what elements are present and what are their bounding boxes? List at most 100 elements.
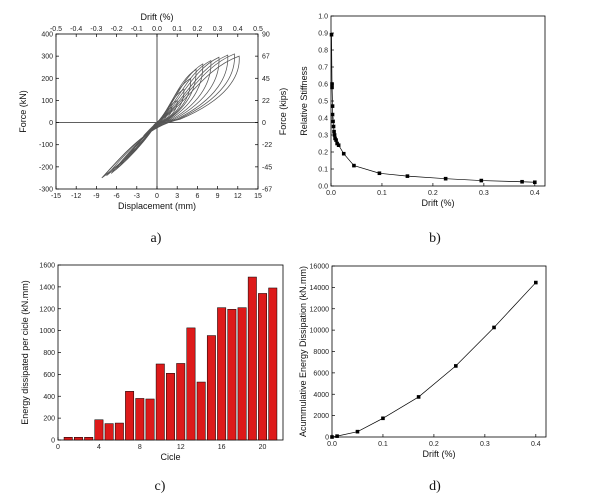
x-axis-label: Cicle — [160, 452, 180, 462]
energy-bar — [74, 437, 83, 441]
stiffness-point — [479, 178, 484, 183]
stiffness-line — [331, 34, 535, 183]
energy-bar — [186, 327, 196, 441]
cumulative-energy-line — [331, 282, 537, 438]
top-tick-label: -0.3 — [90, 26, 102, 33]
x-tick-label: 12 — [234, 193, 242, 200]
x-tick-label: 0.1 — [377, 190, 387, 197]
right-tick-label: -22 — [262, 142, 272, 149]
y-tick-label: 0 — [51, 438, 55, 445]
x-tick-label: 12 — [177, 444, 185, 451]
x-tick-label: 15 — [254, 193, 262, 200]
chart-d-panel: 0.0 0.1 0.2 0.3 0.4 0 2000 4000 6000 8000 10000 120… — [298, 264, 547, 494]
stiffness-point — [520, 179, 524, 184]
top-tick-label: -0.5 — [50, 26, 62, 33]
top-tick-label: 0.2 — [193, 26, 203, 33]
y-tick-label: -300 — [39, 187, 53, 194]
panel-label: b) — [429, 231, 441, 246]
stiffness-point — [330, 82, 334, 86]
x-tick-label: 0.0 — [327, 441, 337, 448]
x-axis-label: Drift (%) — [423, 449, 456, 459]
x-tick-label: 0 — [155, 193, 159, 200]
x-tick-label: 0.3 — [479, 190, 489, 197]
x-tick-label: -9 — [93, 193, 99, 200]
x-tick-label: 3 — [175, 193, 179, 200]
energy-bar — [206, 335, 216, 441]
x-tick-label: 16 — [218, 444, 226, 451]
stiffness-point — [329, 32, 334, 37]
x-tick-label: 0.3 — [480, 441, 490, 448]
right-tick-label: 0 — [262, 120, 266, 127]
y-axis-label: Acummulative Energy Dissipation (kN.mm) — [298, 266, 308, 437]
stiffness-point — [331, 119, 335, 124]
x-tick-label: 0.2 — [428, 190, 438, 197]
stiffness-point — [341, 151, 346, 156]
x-tick-label: 0.4 — [530, 190, 540, 197]
energy-bar — [258, 293, 267, 441]
cumulative-energy-point — [454, 364, 458, 368]
top-tick-label: 0.5 — [253, 26, 263, 33]
x-tick-label: 4 — [97, 444, 101, 451]
y-tick-label: 14000 — [310, 285, 330, 292]
stiffness-point — [330, 112, 335, 117]
top-tick-label: -0.2 — [111, 26, 123, 33]
y-tick-label: 8000 — [313, 349, 329, 356]
stiffness-point — [331, 124, 336, 129]
energy-bar — [145, 398, 155, 441]
right-axis-label: Force (kips) — [278, 88, 288, 136]
y-tick-label: 0.2 — [318, 150, 328, 157]
x-axis-label: Drift (%) — [422, 198, 455, 208]
y-tick-label: 300 — [41, 54, 53, 61]
top-tick-label: 0.3 — [213, 26, 223, 33]
top-tick-label: 0.0 — [152, 26, 162, 33]
chart-c-panel: 0 4 8 12 16 2002004006008001000120014001600Ci… — [20, 263, 284, 494]
y-tick-label: 0.0 — [318, 184, 328, 191]
energy-bar — [237, 307, 247, 441]
y-tick-label: 2000 — [313, 413, 329, 420]
stiffness-point — [443, 176, 448, 181]
x-tick-label: 0.2 — [429, 441, 439, 448]
top-tick-label: 0.1 — [172, 26, 182, 33]
y-tick-label: 0.3 — [318, 133, 328, 140]
stiffness-point — [377, 171, 382, 176]
y-axis-label: Energy dissipated per cicle (kN.mm) — [20, 280, 30, 425]
y-tick-label: 600 — [43, 372, 55, 379]
x-axis-label: Displacement (mm) — [118, 201, 196, 211]
y-tick-label: 0.8 — [318, 48, 328, 55]
energy-bar — [94, 419, 104, 441]
x-tick-label: 0.1 — [378, 441, 388, 448]
panel-label: a) — [151, 231, 162, 246]
x-tick-label: 0.0 — [326, 190, 336, 197]
top-tick-label: -0.4 — [70, 26, 82, 33]
y-tick-label: 10000 — [310, 328, 330, 335]
right-tick-label: -45 — [262, 164, 272, 171]
top-tick-label: -0.1 — [131, 26, 143, 33]
right-tick-label: 45 — [262, 76, 270, 83]
energy-bar — [114, 422, 124, 441]
x-tick-label: -3 — [134, 193, 140, 200]
y-tick-label: 400 — [43, 394, 55, 401]
stiffness-point — [334, 138, 338, 142]
cumulative-energy-point — [416, 395, 421, 399]
y-tick-label: 1000 — [39, 328, 55, 335]
y-tick-label: 0.4 — [318, 116, 328, 123]
y-tick-label: 0.7 — [318, 65, 328, 72]
y-tick-label: 100 — [41, 98, 53, 105]
cumulative-energy-point — [355, 429, 360, 434]
y-tick-label: 6000 — [313, 370, 329, 377]
chart-d-frame — [331, 265, 547, 438]
energy-bar — [247, 276, 257, 441]
cumulative-energy-point — [330, 435, 334, 439]
cumulative-energy-point — [335, 434, 339, 438]
stiffness-point — [533, 180, 537, 185]
stiffness-point — [405, 174, 410, 178]
y-tick-label: 0.1 — [318, 167, 328, 174]
hysteresis-loop — [101, 55, 240, 179]
y-axis-label: Force (kN) — [18, 90, 28, 133]
stiffness-point — [330, 104, 335, 108]
right-tick-label: 22 — [262, 98, 270, 105]
y-tick-label: 0.9 — [318, 31, 328, 38]
x-tick-label: 0 — [56, 444, 60, 451]
chart-b-frame — [330, 15, 546, 187]
x-tick-label: -12 — [71, 193, 81, 200]
